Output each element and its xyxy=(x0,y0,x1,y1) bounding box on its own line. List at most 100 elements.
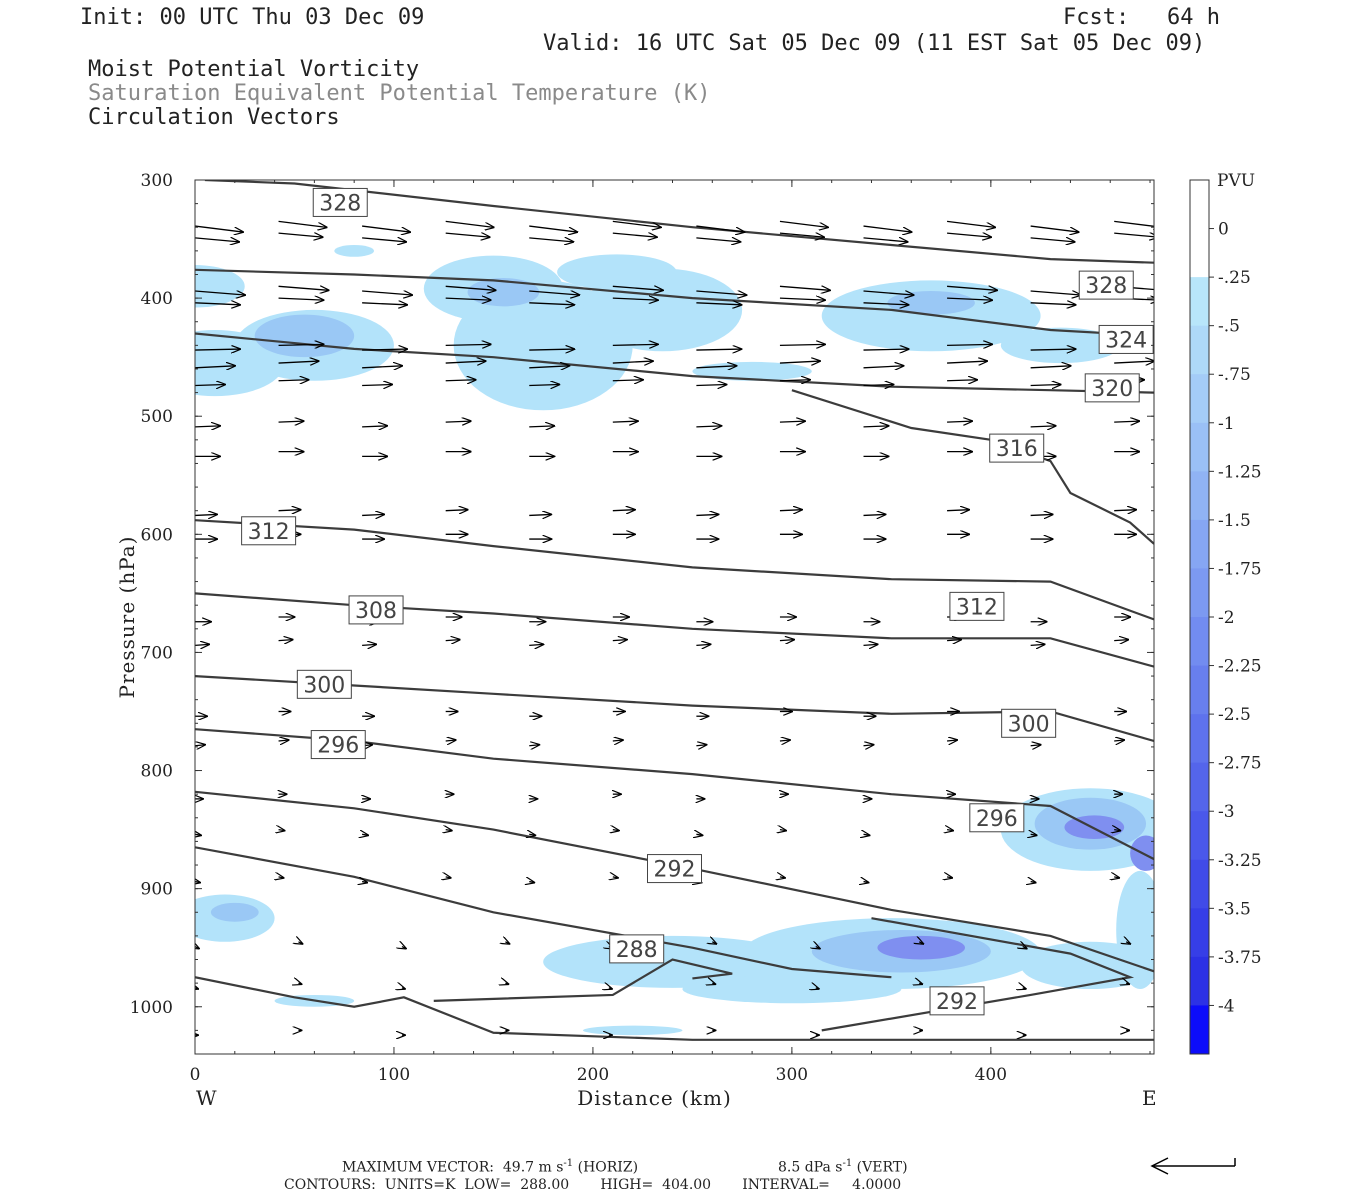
wind-vector xyxy=(1114,640,1128,641)
wind-vector xyxy=(779,380,810,381)
field-title-mpv: Moist Potential Vorticity xyxy=(88,57,420,82)
mpv-shade-region xyxy=(1000,327,1121,364)
wind-vector xyxy=(863,644,878,645)
wind-vector xyxy=(779,286,830,290)
wind-vector xyxy=(529,882,534,883)
colorbar-label: -2.75 xyxy=(1218,754,1262,774)
wind-vector xyxy=(195,366,235,368)
colorbar-segment xyxy=(1190,471,1209,521)
mpv-shading xyxy=(195,244,1154,1036)
x-tick-label: 100 xyxy=(378,1065,410,1085)
wind-vector xyxy=(863,426,889,427)
wind-vector xyxy=(712,942,716,944)
wind-vector xyxy=(529,291,579,295)
svg-text:296: 296 xyxy=(976,807,1018,832)
y-tick-label: 400 xyxy=(141,289,173,309)
contour-line-312 xyxy=(195,519,1154,621)
wind-vector xyxy=(612,344,658,345)
x-tick-label: 400 xyxy=(975,1065,1007,1085)
init-time: Init: 00 UTC Thu 03 Dec 09 xyxy=(80,5,425,30)
wind-vector xyxy=(947,640,961,641)
wind-vector xyxy=(696,426,721,427)
wind-vector xyxy=(1030,291,1081,295)
wind-vector xyxy=(278,298,324,300)
wind-vector xyxy=(195,834,201,835)
y-tick-label: 700 xyxy=(141,643,173,663)
wind-vector xyxy=(445,740,456,741)
wind-vector xyxy=(712,983,715,984)
colorbar-segment xyxy=(1190,859,1209,909)
wind-vector xyxy=(779,233,824,237)
wind-vector xyxy=(947,233,991,237)
x-tick-label: 0 xyxy=(190,1065,201,1085)
wind-vector xyxy=(362,644,376,645)
wind-vector xyxy=(919,942,923,944)
colorbar-label: -1.5 xyxy=(1218,511,1251,531)
mpv-shade-region xyxy=(682,974,902,1004)
wind-vector xyxy=(1114,233,1154,237)
valid-time: Valid: 16 UTC Sat 05 Dec 09 (11 EST Sat … xyxy=(543,31,1206,56)
svg-text:328: 328 xyxy=(319,191,361,216)
wind-vector xyxy=(362,834,368,835)
wind-vector xyxy=(779,640,794,641)
wind-vector xyxy=(278,233,323,237)
wind-vector xyxy=(278,380,309,381)
wind-vector xyxy=(612,361,653,363)
wind-vector xyxy=(278,344,324,345)
svg-text:328: 328 xyxy=(1085,274,1127,299)
wind-vector xyxy=(278,421,304,422)
colorbar-label: -.75 xyxy=(1218,365,1251,385)
wind-vector xyxy=(1030,385,1061,386)
wind-vector xyxy=(863,745,874,746)
max-vector-vertical: 8.5 dPa s-1 (VERT) xyxy=(778,1158,908,1176)
wind-vector xyxy=(779,298,825,300)
wind-vector xyxy=(696,225,744,232)
contour-line-316 xyxy=(791,389,1154,545)
contour-label-296: 296 xyxy=(969,803,1025,833)
contour-label-312: 312 xyxy=(949,591,1005,621)
wind-vector xyxy=(445,233,490,237)
contour-line-lower xyxy=(195,976,1154,1041)
colorbar-label: -1.25 xyxy=(1218,462,1262,482)
wind-vector xyxy=(195,238,239,242)
mpv-shade-region xyxy=(1020,941,1154,990)
y-tick-label: 900 xyxy=(141,880,173,900)
wind-vector xyxy=(1126,983,1129,984)
wind-vector xyxy=(1114,830,1120,831)
wind-vector xyxy=(1114,877,1119,878)
wind-vector xyxy=(195,385,225,386)
wind-vector xyxy=(279,830,285,831)
colorbar-segment xyxy=(1190,180,1209,230)
colorbar-segment xyxy=(1190,374,1209,424)
contour-label-292: 292 xyxy=(929,986,985,1016)
svg-text:320: 320 xyxy=(1091,377,1133,402)
svg-text:324: 324 xyxy=(1105,328,1147,353)
colorbar-segment xyxy=(1190,617,1209,667)
wind-vector xyxy=(529,644,543,645)
wind-vector xyxy=(529,349,574,350)
wind-vector xyxy=(779,421,805,422)
wind-vector xyxy=(947,298,992,300)
wind-vector xyxy=(529,225,577,232)
svg-text:300: 300 xyxy=(303,673,345,698)
contour-label-292: 292 xyxy=(647,854,702,884)
wind-vector xyxy=(278,740,289,741)
wind-vector xyxy=(362,238,406,242)
wind-vector xyxy=(1126,942,1130,944)
wind-vector xyxy=(863,225,912,232)
wind-vector xyxy=(1030,366,1071,368)
forecast-hour: 64 h xyxy=(1167,5,1220,30)
contour-label-328: 328 xyxy=(1078,270,1134,300)
wind-vector xyxy=(362,303,407,305)
wind-vector xyxy=(1030,514,1053,515)
wind-vector xyxy=(278,220,327,227)
contour-line-328 xyxy=(204,180,1154,264)
wind-vector xyxy=(445,220,494,227)
svg-text:292: 292 xyxy=(936,990,978,1015)
y-tick-label: 600 xyxy=(141,525,173,545)
colorbar-segment xyxy=(1190,714,1209,764)
wind-vector xyxy=(362,514,384,515)
wind-vector xyxy=(919,983,922,984)
contour-label-312: 312 xyxy=(241,516,297,546)
wind-vector xyxy=(612,286,663,290)
